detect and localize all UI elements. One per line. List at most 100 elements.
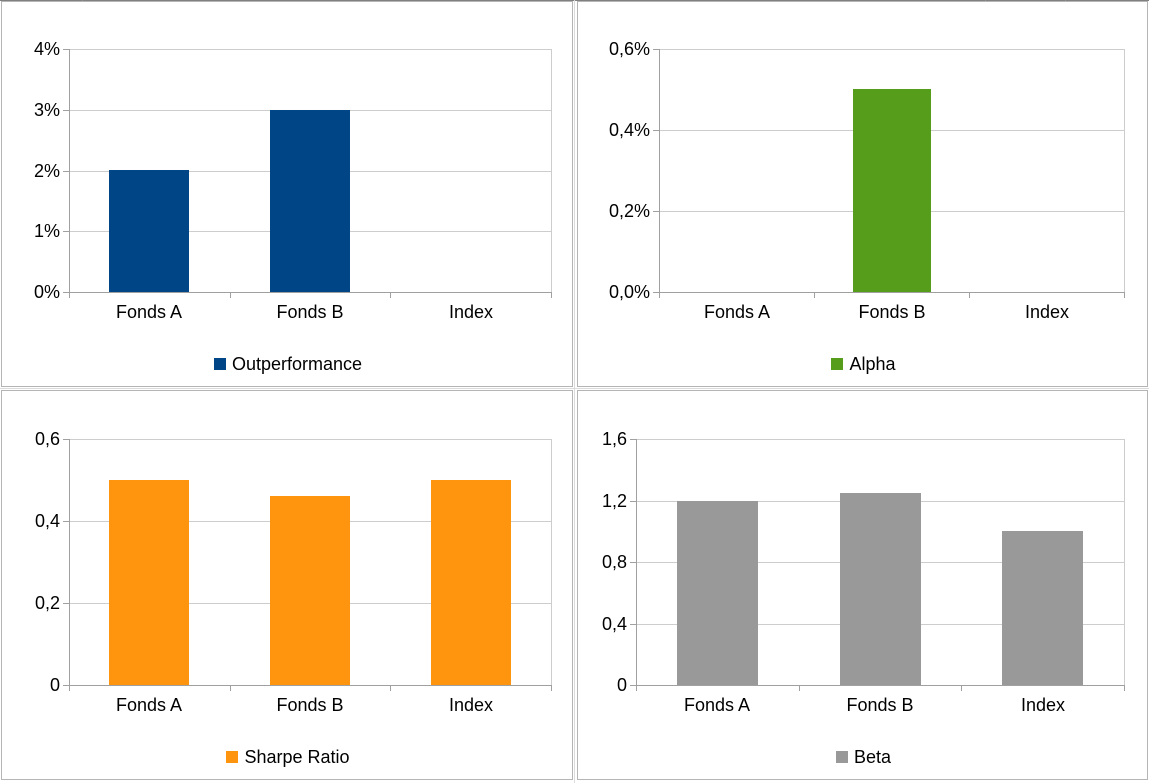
legend-label: Beta <box>853 747 892 767</box>
y-axis-tick-label: 0,2% <box>608 201 650 221</box>
legend-label: Sharpe Ratio <box>244 747 350 767</box>
y-axis-tick-label: 0,8 <box>601 552 627 572</box>
y-axis-tick-label: 0,4% <box>608 120 650 140</box>
y-axis-tick <box>630 685 636 686</box>
plot-gridline <box>659 49 1124 50</box>
y-axis-tick-label: 1,6 <box>601 429 627 449</box>
category-label: Fonds B <box>276 302 344 322</box>
y-axis-tick <box>63 49 69 50</box>
plot-area-right-border <box>1124 439 1125 685</box>
y-axis-tick <box>63 171 69 172</box>
y-axis-tick-label: 0% <box>33 282 60 302</box>
x-axis-tick <box>69 292 70 298</box>
legend-label: Alpha <box>849 354 896 374</box>
category-label: Fonds B <box>276 695 344 715</box>
y-axis-line <box>636 439 637 686</box>
y-axis-tick-label: 0,4 <box>34 511 60 531</box>
bar-fonds-a <box>109 480 189 685</box>
y-axis-tick-label: 2% <box>33 161 60 181</box>
y-axis-tick <box>63 521 69 522</box>
bar-index <box>431 480 511 685</box>
y-axis-tick <box>630 501 636 502</box>
y-axis-tick <box>653 211 659 212</box>
x-axis-tick <box>799 685 800 691</box>
x-axis-tick <box>636 685 637 691</box>
x-axis-line <box>69 685 552 686</box>
bar-fonds-b <box>270 496 350 685</box>
y-axis-tick-label: 1,2 <box>601 491 627 511</box>
chart-panel-sharpe-ratio[interactable]: 0 0,2 0,4 0,6 Fonds A Fonds B Index Sharpe Rati… <box>1 390 573 780</box>
x-axis-tick <box>230 292 231 298</box>
chart-legend: Alpha <box>578 354 1149 374</box>
x-axis-tick <box>69 685 70 691</box>
y-axis-tick-label: 0 <box>616 675 627 695</box>
y-axis-tick <box>63 439 69 440</box>
y-axis-tick-label: 4% <box>33 39 60 59</box>
plot-area-right-border <box>551 49 552 292</box>
y-axis-tick <box>630 439 636 440</box>
y-axis-line <box>69 439 70 686</box>
category-label: Fonds A <box>115 695 183 715</box>
y-axis-tick <box>630 624 636 625</box>
x-axis-tick <box>551 292 552 298</box>
y-axis-tick <box>653 130 659 131</box>
y-axis-tick <box>63 231 69 232</box>
y-axis-tick <box>653 292 659 293</box>
y-axis-tick-label: 0,6% <box>608 39 650 59</box>
chart-panel-outperformance[interactable]: 0% 1% 2% 3% 4% Fonds A Fonds B Index Outperforma… <box>1 1 573 387</box>
y-axis-tick <box>63 603 69 604</box>
legend-color-swatch <box>835 751 848 763</box>
legend-color-swatch <box>226 751 239 763</box>
x-axis-tick <box>551 685 552 691</box>
plot-gridline <box>69 439 551 440</box>
category-label: Fonds B <box>846 695 914 715</box>
x-axis-tick <box>230 685 231 691</box>
x-axis-tick <box>659 292 660 298</box>
y-axis-tick <box>63 292 69 293</box>
chart-legend: Sharpe Ratio <box>2 747 574 767</box>
plot-area-right-border <box>1124 49 1125 292</box>
chart-legend: Beta <box>578 747 1149 767</box>
category-label: Index <box>1024 302 1070 322</box>
x-axis-tick <box>961 685 962 691</box>
x-axis-line <box>69 292 552 293</box>
category-label: Index <box>448 302 494 322</box>
bar-fonds-b <box>840 493 921 685</box>
sheet-cell-gridline-horizontal <box>0 388 1149 389</box>
y-axis-tick-label: 0,0% <box>608 282 650 302</box>
x-axis-tick <box>1124 292 1125 298</box>
plot-gridline <box>69 49 551 50</box>
x-axis-line <box>659 292 1125 293</box>
chart-panel-beta[interactable]: 0 0,4 0,8 1,2 1,6 Fonds A Fonds B Index Beta <box>577 390 1148 780</box>
y-axis-tick <box>653 49 659 50</box>
y-axis-line <box>69 49 70 293</box>
legend-color-swatch <box>213 358 226 370</box>
category-label: Fonds A <box>683 695 751 715</box>
category-label: Index <box>1020 695 1066 715</box>
bar-fonds-b <box>853 89 931 292</box>
y-axis-tick-label: 0,2 <box>34 593 60 613</box>
y-axis-tick-label: 3% <box>33 100 60 120</box>
category-label: Fonds B <box>858 302 926 322</box>
x-axis-line <box>636 685 1125 686</box>
legend-label: Outperformance <box>231 354 363 374</box>
bar-fonds-a <box>677 501 758 685</box>
legend-color-swatch <box>831 358 844 370</box>
category-label: Index <box>448 695 494 715</box>
x-axis-tick <box>814 292 815 298</box>
chart-legend: Outperformance <box>2 354 574 374</box>
y-axis-tick <box>63 685 69 686</box>
chart-panel-alpha[interactable]: 0,0% 0,2% 0,4% 0,6% Fonds A Fonds B Index Alpha <box>577 1 1148 387</box>
sheet-cell-gridline-vertical <box>574 0 575 783</box>
y-axis-tick-label: 1% <box>33 221 60 241</box>
y-axis-tick <box>630 562 636 563</box>
bar-fonds-a <box>109 170 189 292</box>
y-axis-tick-label: 0,6 <box>34 429 60 449</box>
bar-fonds-b <box>270 110 350 292</box>
y-axis-tick-label: 0 <box>49 675 60 695</box>
x-axis-tick <box>969 292 970 298</box>
y-axis-tick-label: 0,4 <box>601 614 627 634</box>
x-axis-tick <box>1124 685 1125 691</box>
bar-index <box>1002 531 1083 685</box>
